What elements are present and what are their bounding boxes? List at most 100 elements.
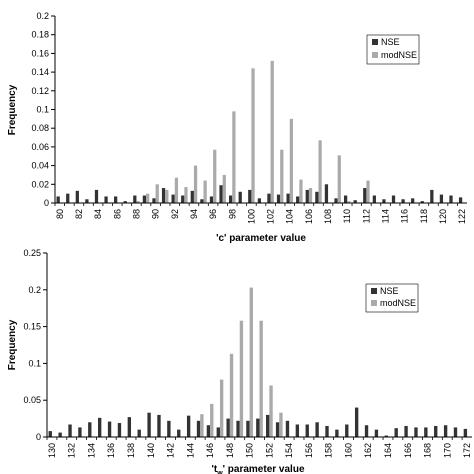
x-tick-label: 118 (419, 209, 429, 223)
bar-nse-91 (161, 188, 166, 203)
bar-modnse-93 (184, 187, 188, 203)
bar-nse-165 (394, 428, 398, 437)
x-tick-label: 84 (93, 209, 103, 219)
bar-modnse-89 (146, 193, 150, 203)
x-tick-label: 168 (423, 443, 433, 458)
bar-nse-138 (127, 417, 132, 437)
bar-nse-162 (364, 425, 369, 437)
bar-nse-145 (196, 420, 201, 437)
bar-nse-133 (78, 427, 82, 437)
bar-modnse-96 (213, 149, 217, 203)
bar-modnse-97 (222, 174, 226, 203)
x-tick-label: 172 (462, 443, 472, 458)
bar-nse-168 (424, 427, 428, 437)
bar-nse-103 (276, 194, 281, 203)
bar-nse-152 (266, 414, 270, 437)
bar-nse-90 (152, 198, 156, 203)
tw-x-axis-title-rest: ' parameter value (223, 464, 305, 474)
y-tick-label: 0.25 (23, 248, 41, 258)
y-tick-label: 0.16 (31, 48, 49, 58)
bar-modnse-149 (239, 320, 244, 437)
c-legend-swatch-nse (372, 39, 378, 45)
tw-y-axis-title: Frequency (7, 319, 18, 370)
x-tick-label: 122 (457, 209, 467, 224)
bar-nse-134 (88, 422, 92, 437)
bar-nse-101 (257, 198, 261, 203)
y-tick-label: 0.1 (36, 105, 49, 115)
bar-modnse-109 (337, 155, 341, 203)
x-tick-label: 106 (304, 209, 314, 224)
bar-nse-93 (181, 195, 185, 203)
bar-modnse-102 (270, 60, 274, 203)
x-tick-label: 114 (381, 209, 391, 223)
bar-nse-144 (186, 415, 191, 437)
bar-nse-151 (256, 418, 260, 437)
bar-nse-99 (238, 191, 242, 203)
bar-nse-86 (114, 196, 118, 203)
bar-nse-111 (353, 200, 357, 203)
bar-nse-106 (305, 189, 309, 203)
bar-modnse-145 (200, 414, 204, 437)
c-legend-swatch-modnse (372, 52, 378, 58)
bar-nse-116 (401, 199, 405, 203)
y-tick-label: 0.14 (31, 67, 49, 77)
bar-nse-167 (414, 427, 418, 437)
y-tick-label: 0.15 (23, 322, 41, 332)
bar-nse-98 (228, 195, 233, 203)
c-x-axis-title: 'c' parameter value (216, 233, 306, 244)
x-tick-label: 138 (126, 443, 136, 458)
bar-modnse-110 (347, 201, 351, 203)
bar-nse-109 (334, 198, 338, 203)
bar-nse-150 (246, 420, 250, 437)
c-legend: NSE modNSE (366, 34, 420, 65)
bar-modnse-147 (219, 379, 224, 437)
x-tick-label: 154 (284, 443, 294, 458)
bar-modnse-152 (269, 385, 273, 437)
x-tick-label: 146 (205, 443, 215, 458)
x-tick-label: 156 (304, 443, 314, 458)
bar-modnse-106 (308, 188, 313, 203)
x-tick-label: 116 (400, 209, 410, 223)
x-tick-label: 162 (363, 443, 373, 458)
bar-modnse-92 (174, 177, 179, 203)
bar-nse-96 (209, 196, 214, 203)
bar-nse-158 (325, 425, 329, 437)
x-tick-label: 136 (106, 443, 116, 458)
bar-nse-85 (104, 196, 108, 203)
bar-modnse-88 (136, 201, 140, 203)
bar-modnse-146 (210, 403, 214, 437)
x-tick-label: 166 (403, 443, 413, 458)
tw-x-axis-title-main: 't (211, 464, 217, 474)
y-tick-label: 0 (36, 432, 41, 442)
x-tick-label: 102 (266, 209, 276, 224)
x-tick-label: 144 (185, 443, 195, 458)
bar-nse-171 (453, 427, 458, 437)
x-tick-label: 158 (324, 443, 334, 458)
tw-legend-swatch-modnse (371, 300, 377, 306)
bar-nse-113 (372, 195, 376, 203)
x-tick-label: 130 (47, 443, 57, 458)
bar-nse-137 (117, 423, 122, 437)
y-tick-label: 0.18 (31, 30, 49, 40)
bar-nse-82 (75, 190, 79, 203)
bar-nse-136 (107, 421, 112, 437)
c-y-axis-title: Frequency (7, 84, 18, 135)
bar-nse-94 (190, 190, 194, 203)
bar-nse-119 (430, 189, 434, 203)
bar-nse-149 (236, 420, 240, 437)
bar-nse-80 (56, 196, 60, 203)
x-tick-label: 98 (227, 209, 237, 219)
c-x-ticks: 80 82 84 86 88 90 92 94 96 98 100 102 104 106 108 110 11… (54, 203, 467, 224)
bar-modnse-148 (229, 353, 234, 437)
x-tick-label: 148 (225, 443, 235, 458)
bar-modnse-112 (366, 180, 370, 203)
bar-nse-172 (463, 428, 468, 437)
tw-y-ticks: 0 0.05 0.1 0.15 0.2 0.25 (23, 248, 47, 442)
bar-nse-141 (157, 414, 161, 437)
bar-nse-156 (305, 424, 309, 437)
x-tick-label: 90 (151, 209, 161, 219)
tw-legend-label-modnse: modNSE (380, 298, 416, 308)
y-tick-label: 0.02 (31, 179, 49, 189)
x-tick-label: 120 (438, 209, 448, 224)
